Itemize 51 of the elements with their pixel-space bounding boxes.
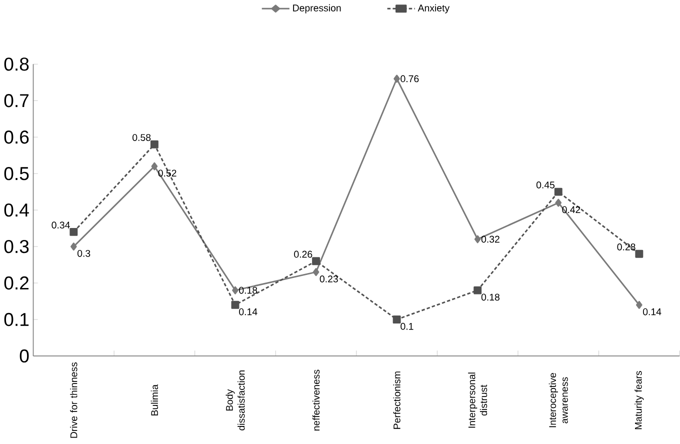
data-label: 0.3 — [77, 250, 90, 257]
point — [394, 74, 400, 83]
point — [392, 315, 401, 324]
data-label: 0.52 — [158, 170, 176, 176]
point — [554, 188, 562, 196]
point — [70, 228, 78, 236]
y-tick-label: 0.4 — [4, 203, 29, 216]
point — [635, 250, 644, 258]
point — [151, 162, 158, 170]
x-tick-label: Bulimia — [150, 384, 158, 416]
x-tick-label: Maturity fears — [634, 370, 644, 429]
data-label: 0.34 — [52, 221, 70, 228]
x-tick-label: Interpersonal distrust — [468, 372, 488, 428]
point — [232, 286, 238, 294]
point — [474, 235, 481, 244]
y-tick-label: 0.2 — [4, 276, 29, 290]
point — [70, 242, 77, 250]
data-label: 0.18 — [239, 286, 258, 294]
x-tick-label: Body dissatisfaction — [226, 370, 245, 430]
point — [312, 268, 320, 276]
y-tick-label: 0.1 — [4, 312, 29, 326]
legend-label: Depression — [293, 4, 341, 14]
y-tick-label: 0.5 — [4, 166, 29, 180]
point — [312, 256, 320, 265]
data-label: 0.14 — [239, 308, 258, 316]
data-label: 0.14 — [642, 308, 662, 316]
point — [150, 140, 158, 148]
legend-label: Anxiety — [418, 4, 450, 14]
x-tick-label: Drive for thinness — [70, 362, 78, 438]
data-label: 0.32 — [481, 236, 500, 242]
data-label: 0.45 — [536, 181, 555, 188]
x-tick-label: Interoceptive awareness — [548, 372, 568, 427]
data-label: 0.23 — [320, 275, 338, 282]
point — [636, 300, 642, 309]
point — [474, 286, 482, 294]
y-tick-label: 0.3 — [4, 240, 29, 253]
data-label: 0.26 — [294, 250, 312, 258]
point — [231, 300, 240, 309]
x-tick-label: Perfectionism — [393, 371, 400, 429]
data-label: 0.58 — [132, 134, 151, 141]
y-tick-label: 0.8 — [4, 57, 29, 71]
data-label: 0.42 — [562, 206, 580, 213]
data-label: 0.76 — [400, 75, 419, 82]
data-label: 0.1 — [400, 322, 414, 330]
y-tick-label: 0 — [20, 349, 29, 362]
x-tick-label: neffectiveness — [312, 370, 320, 430]
y-tick-label: 0.7 — [4, 94, 29, 108]
data-label: 0.18 — [481, 294, 500, 300]
y-tick-label: 0.6 — [4, 130, 29, 144]
point — [555, 198, 562, 207]
data-label: 0.28 — [617, 243, 636, 250]
